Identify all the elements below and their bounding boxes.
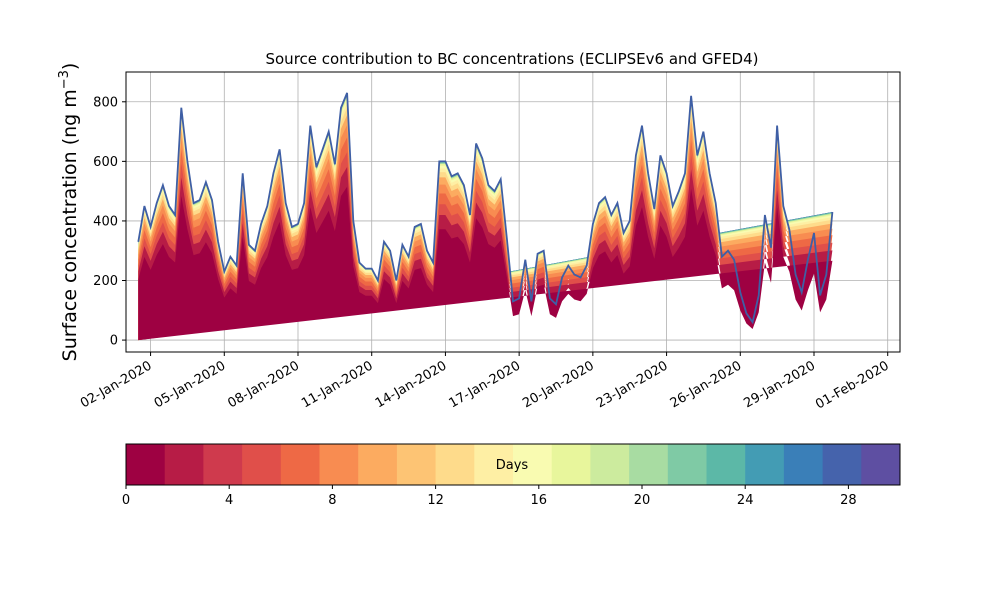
x-tick-label: 01-Feb-2020 [813,358,892,412]
colorbar-frame [125,443,901,486]
colorbar-tick-label: 28 [840,493,857,508]
colorbar-segment [203,444,243,485]
colorbar-label: Days [496,458,529,473]
x-tick-label: 26-Jan-2020 [668,358,745,411]
colorbar-tick-label: 0 [122,493,130,508]
y-axis-label-superscript: −3 [57,70,72,89]
colorbar-tick-label: 24 [737,493,754,508]
y-tick-label: 800 [93,95,118,110]
x-tick-label: 02-Jan-2020 [78,358,155,411]
colorbar-segment [164,444,204,485]
colorbar-segment [474,444,514,485]
colorbar-segment [280,444,320,485]
colorbar-segment [629,444,669,485]
colorbar-segment [358,444,398,485]
colorbar-segment [861,444,901,485]
total-line [137,92,834,325]
colorbar-segment [667,444,707,485]
area-series-group [137,92,834,341]
x-tick-label: 23-Jan-2020 [594,358,671,411]
colorbar-tick-label: 16 [531,493,548,508]
colorbar-segment [822,444,862,485]
x-tick-label: 11-Jan-2020 [299,358,376,411]
colorbar-tick-label: 4 [225,493,233,508]
colorbar-segment [745,444,785,485]
x-tick-label: 05-Jan-2020 [152,358,229,411]
y-tick-label: 0 [110,334,118,349]
colorbar-segment [783,444,823,485]
y-axis-label-text: Surface concentration (ng m [59,89,81,361]
colorbar-segment [706,444,746,485]
colorbar-segment [396,444,436,485]
colorbar-tick-label: 20 [634,493,651,508]
colorbar-segment [242,444,282,485]
x-tick-label: 17-Jan-2020 [447,358,524,411]
plot-area: 0 200 400 600 800 02-Jan-202005-Jan-202008-Ja… [78,71,901,412]
colorbar-segment [435,444,475,485]
y-tick-label: 600 [93,155,118,170]
y-tick-label: 400 [93,214,118,229]
colorbar: 0 4 8 12 16 20 24 28 [122,443,901,508]
colorbar-segment [513,444,553,485]
colorbar-segment [126,444,166,485]
plot-frame [125,71,901,353]
colorbar-tick-label: 8 [328,493,336,508]
colorbar-segment [319,444,359,485]
x-tick-label: 14-Jan-2020 [373,358,450,411]
x-tick-label: 29-Jan-2020 [741,358,818,411]
x-tick-label: 20-Jan-2020 [520,358,597,411]
colorbar-segment [590,444,630,485]
y-axis-label-close: ) [59,63,81,70]
x-tick-label: 08-Jan-2020 [225,358,302,411]
y-axis-label: Surface concentration (ng m−3) [57,63,81,362]
area-layer-day-0 [138,186,833,341]
y-tick-label: 200 [93,274,118,289]
colorbar-tick-label: 12 [427,493,444,508]
chart-title: Source contribution to BC concentrations… [265,50,758,68]
colorbar-segment [551,444,591,485]
